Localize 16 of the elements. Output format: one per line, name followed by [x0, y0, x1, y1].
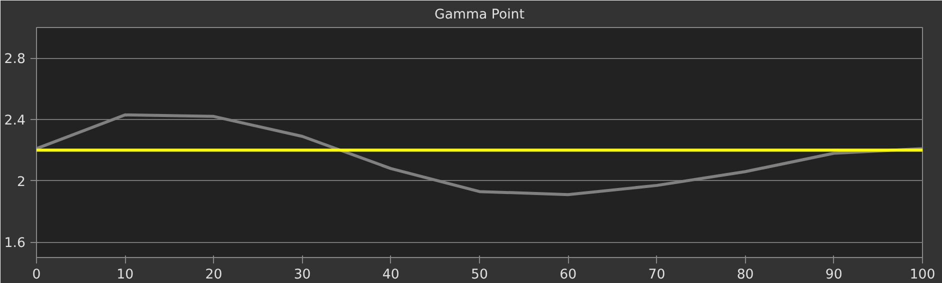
- x-tick-label: 70: [648, 268, 666, 282]
- y-tick-label: 1.6: [4, 236, 26, 252]
- y-tick-label: 2.4: [4, 114, 26, 128]
- x-tick-label: 0: [32, 268, 41, 282]
- x-tick-label: 80: [736, 268, 754, 282]
- x-tick-label: 100: [910, 268, 936, 282]
- x-tick-label: 40: [382, 268, 400, 282]
- x-tick-label: 20: [205, 268, 222, 282]
- chart-title: Gamma Point: [434, 8, 524, 22]
- y-tick-label: 2.8: [4, 52, 26, 68]
- x-tick-label: 50: [471, 268, 488, 282]
- x-tick-label: 90: [825, 268, 842, 282]
- x-tick-label: 10: [116, 268, 134, 282]
- x-tick-label: 60: [560, 268, 577, 282]
- y-tick-label: 2: [17, 174, 26, 190]
- x-tick-label: 30: [294, 268, 311, 282]
